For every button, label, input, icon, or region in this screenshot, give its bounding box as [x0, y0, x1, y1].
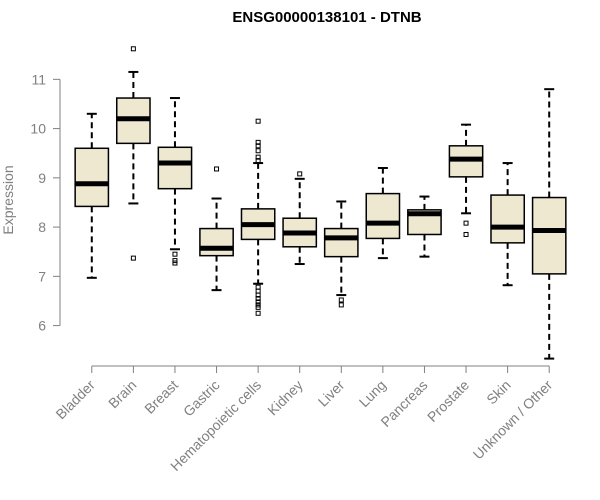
x-tick-label: Skin	[483, 377, 514, 408]
box-bladder	[74, 112, 110, 279]
x-tick-label: Breast	[141, 377, 181, 417]
box-liver	[323, 200, 359, 308]
y-axis-label: Expression	[0, 165, 16, 234]
iqr-box	[490, 194, 526, 244]
outlier-point	[463, 220, 469, 226]
outlier-point	[172, 251, 178, 257]
outlier-point	[255, 158, 261, 164]
outlier-point	[130, 46, 136, 52]
chart-title: ENSG00000138101 - DTNB	[232, 9, 421, 26]
y-axis: 6 7 8 9 10 11	[30, 71, 61, 334]
y-tick-label: 10	[30, 121, 46, 137]
outlier-point	[255, 148, 261, 154]
box-lung	[365, 166, 401, 260]
y-tick-label: 9	[38, 170, 46, 186]
outlier-point	[255, 288, 261, 294]
y-tick-label: 7	[38, 268, 46, 284]
outlier-point	[255, 299, 261, 305]
box-skin	[490, 162, 526, 287]
y-tick-label: 11	[31, 71, 46, 87]
y-tick-label: 8	[38, 219, 46, 235]
x-tick-label: Brain	[105, 377, 139, 411]
outlier-point	[255, 310, 261, 316]
outlier-point	[255, 304, 261, 310]
iqr-box	[199, 227, 234, 257]
box-breast	[157, 97, 193, 266]
x-tick-label: Liver	[315, 377, 348, 410]
outlier-point	[338, 302, 344, 308]
outlier-point	[463, 231, 469, 237]
box-pancreas	[407, 195, 442, 258]
box-kidney	[282, 171, 318, 266]
outlier-point	[255, 143, 261, 149]
x-tick-label: Bladder	[52, 377, 98, 423]
box-brain	[115, 46, 151, 261]
iqr-box	[365, 192, 401, 240]
outlier-point	[255, 118, 261, 124]
outlier-point	[255, 296, 261, 302]
outlier-point	[214, 166, 220, 172]
box-gastric	[199, 166, 234, 292]
plot-area	[74, 46, 567, 360]
outlier-point	[255, 139, 261, 145]
x-tick-label: Prostate	[424, 377, 472, 425]
outlier-point	[338, 297, 344, 303]
box-hematopoietic-cells	[240, 118, 276, 316]
outlier-point	[130, 255, 136, 261]
iqr-box	[157, 146, 193, 190]
iqr-box	[74, 147, 110, 208]
x-tick-label: Lung	[356, 377, 389, 410]
outlier-point	[172, 260, 178, 266]
outlier-point	[297, 171, 303, 177]
box-prostate	[448, 123, 484, 237]
x-tick-label: Unknown / Other	[470, 377, 556, 463]
outlier-point	[255, 292, 261, 298]
outlier-point	[255, 284, 261, 290]
y-tick-label: 6	[38, 318, 46, 334]
box-unknown-other	[531, 88, 567, 360]
outlier-point	[255, 154, 261, 160]
iqr-box	[323, 227, 359, 258]
iqr-box	[531, 196, 567, 275]
x-tick-label: Kidney	[264, 377, 306, 419]
